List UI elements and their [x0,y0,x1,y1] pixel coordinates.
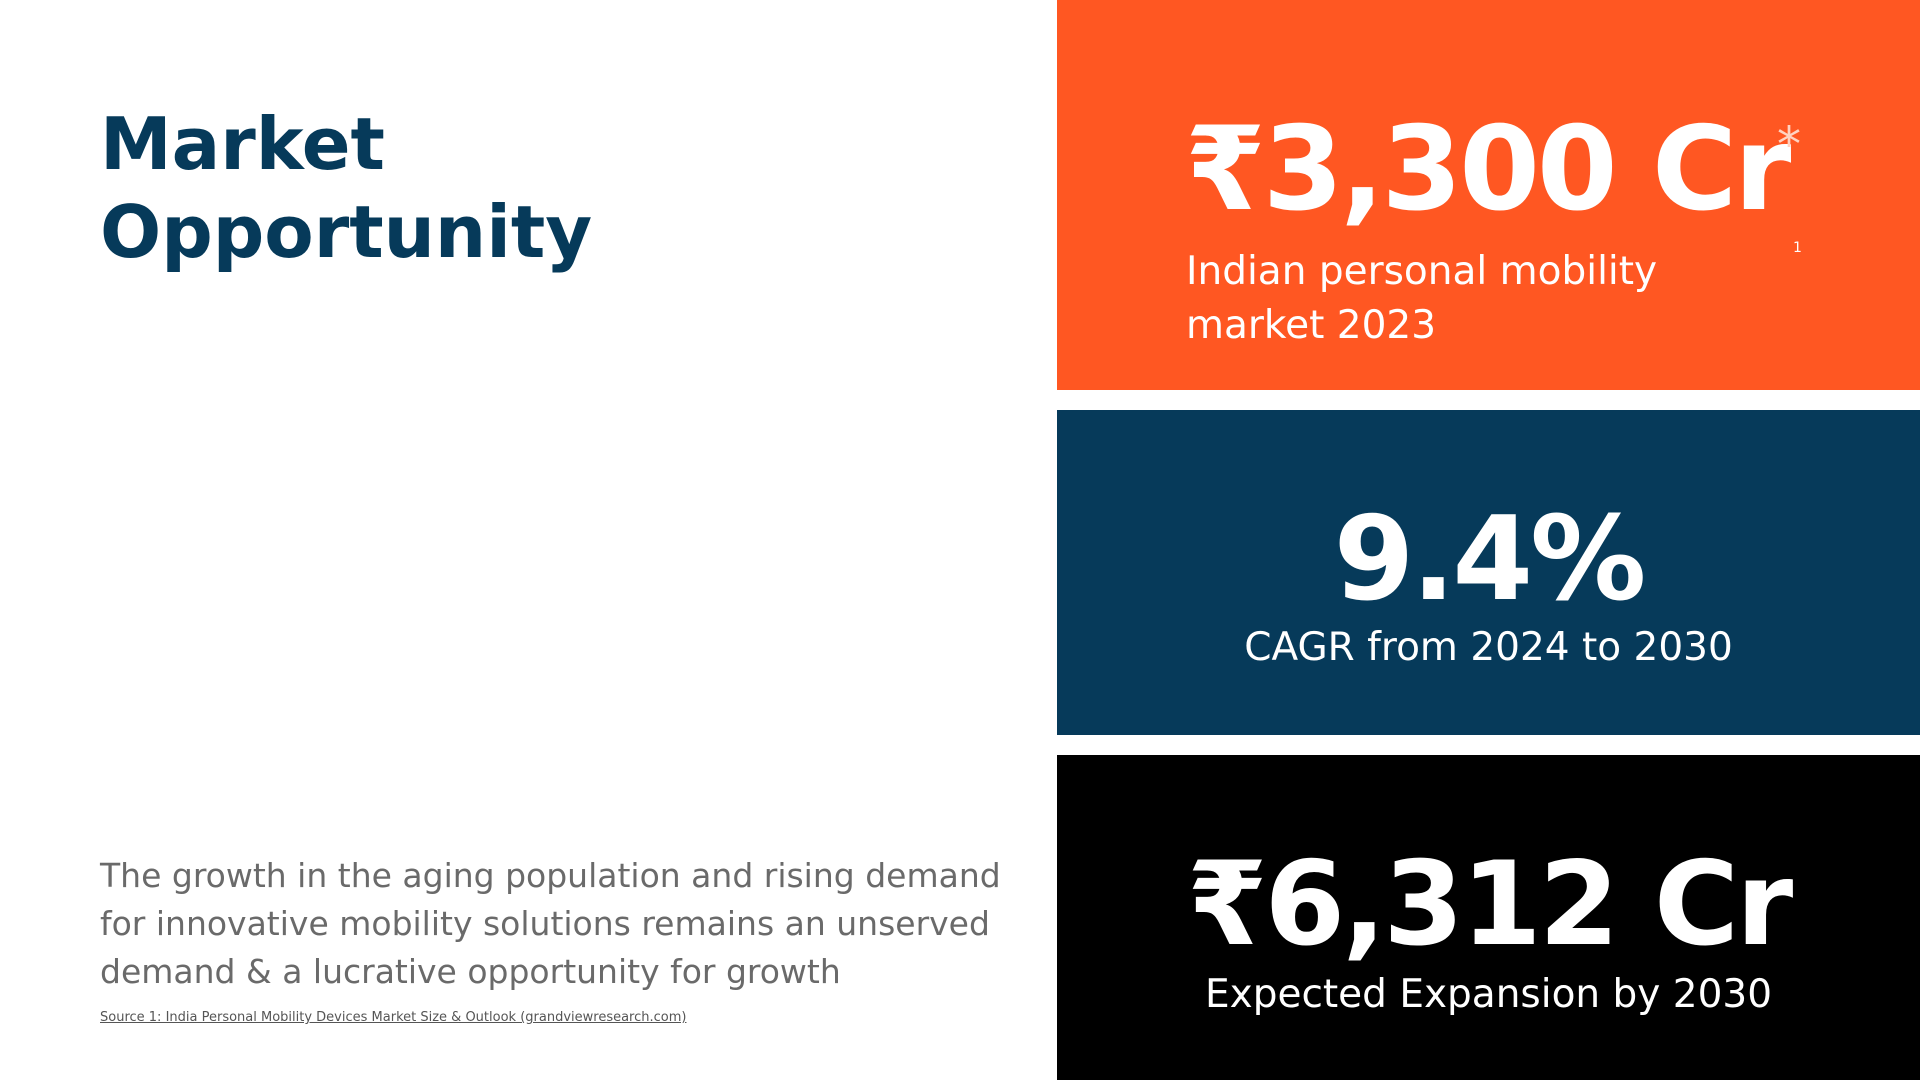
page-title-line1: Market [100,102,385,186]
market-size-label: Indian personal mobility market 2023 [1186,249,1658,348]
cagr-panel: 9.4% CAGR from 2024 to 2030 [1057,410,1920,735]
market-size-asterisk: * [1777,117,1801,173]
description-text: The growth in the aging population and r… [100,856,1001,991]
cagr-label: CAGR from 2024 to 2030 [1244,625,1733,670]
expansion-label: Expected Expansion by 2030 [1204,972,1773,1017]
expansion-value: ₹6,312 Cr [1186,837,1793,972]
cagr-value: 9.4% [1333,492,1647,627]
source-link[interactable]: Source 1: India Personal Mobility Device… [100,1010,687,1025]
expansion-panel: ₹6,312 Cr Expected Expansion by 2030 [1057,755,1920,1080]
market-size-panel: ₹3,300 Cr * Indian personal mobility mar… [1057,0,1920,390]
page-title: Market Opportunity [100,100,800,276]
page-title-line2: Opportunity [100,190,593,274]
market-size-footnote: 1 [1793,240,1802,256]
market-size-value: ₹3,300 Cr [1185,102,1791,237]
